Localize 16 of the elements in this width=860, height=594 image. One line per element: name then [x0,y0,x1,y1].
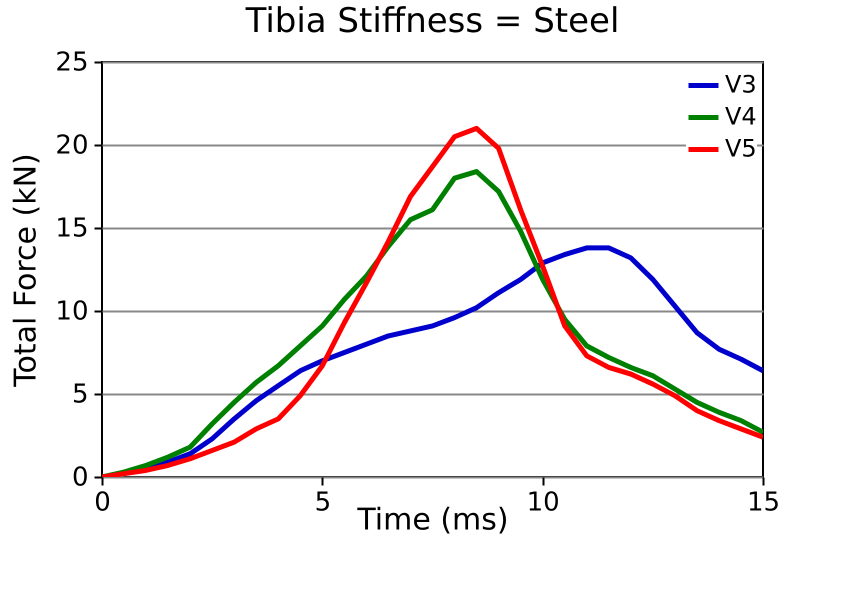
x-axis-title: Time (ms) [356,502,509,538]
x-tick-label: 10 [526,488,560,518]
y-tick-label: 0 [72,462,88,492]
y-tick-label: 10 [55,296,88,326]
legend-label: V3 [725,70,757,98]
y-axis-title: Total Force (kN) [8,153,44,388]
legend-label: V5 [725,134,757,162]
y-tick-label: 5 [72,380,88,410]
y-tick-label: 15 [55,214,88,244]
chart-title: Tibia Stiffness = Steel [244,1,620,41]
x-tick-label: 5 [314,488,332,518]
legend-label: V4 [725,102,757,130]
x-tick-label: 15 [746,488,780,518]
y-tick-label: 25 [55,48,88,78]
y-tick-label: 20 [55,130,88,160]
x-tick-label: 0 [94,488,111,518]
